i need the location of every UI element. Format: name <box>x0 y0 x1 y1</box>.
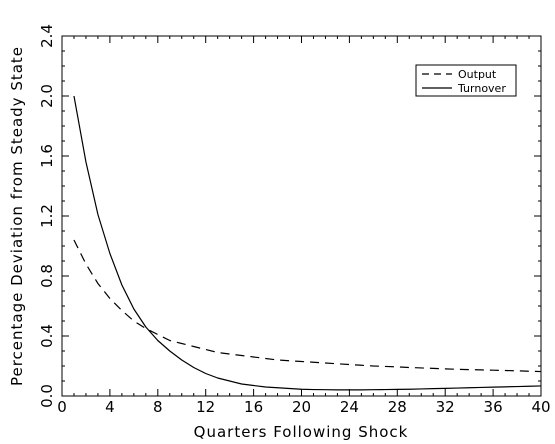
x-tick-label: 40 <box>531 398 550 416</box>
x-tick-label: 36 <box>484 398 503 416</box>
y-tick-label: 2.4 <box>38 24 56 48</box>
x-tick-label: 4 <box>105 398 115 416</box>
y-axis-label: Percentage Deviation from Steady State <box>8 46 26 386</box>
y-axis-ticks: 0.0 0.4 0.8 1.2 1.6 2.0 2.4 <box>38 24 541 408</box>
x-tick-label: 8 <box>153 398 163 416</box>
x-tick-label: 28 <box>388 398 407 416</box>
y-tick-label: 0.8 <box>38 264 56 288</box>
y-tick-label: 1.6 <box>38 144 56 168</box>
x-tick-label: 16 <box>244 398 263 416</box>
x-tick-label: 0 <box>57 398 67 416</box>
legend: Output Turnover <box>415 64 517 97</box>
legend-label-turnover: Turnover <box>457 82 506 95</box>
series-line-turnover <box>73 95 542 391</box>
x-tick-label: 12 <box>196 398 215 416</box>
x-axis-label: Quarters Following Shock <box>194 423 409 441</box>
legend-box <box>415 64 517 97</box>
x-tick-label: 32 <box>436 398 455 416</box>
x-axis-ticks: 0 4 8 12 16 20 24 28 32 36 40 <box>57 36 551 416</box>
y-tick-label: 2.0 <box>38 84 56 108</box>
series-lines <box>73 95 542 391</box>
y-tick-label: 0.0 <box>38 384 56 408</box>
y-tick-label: 1.2 <box>38 204 56 228</box>
legend-label-output: Output <box>458 68 497 81</box>
y-tick-label: 0.4 <box>38 324 56 348</box>
series-line-output <box>73 239 542 373</box>
x-tick-label: 20 <box>292 398 311 416</box>
x-tick-label: 24 <box>340 398 359 416</box>
